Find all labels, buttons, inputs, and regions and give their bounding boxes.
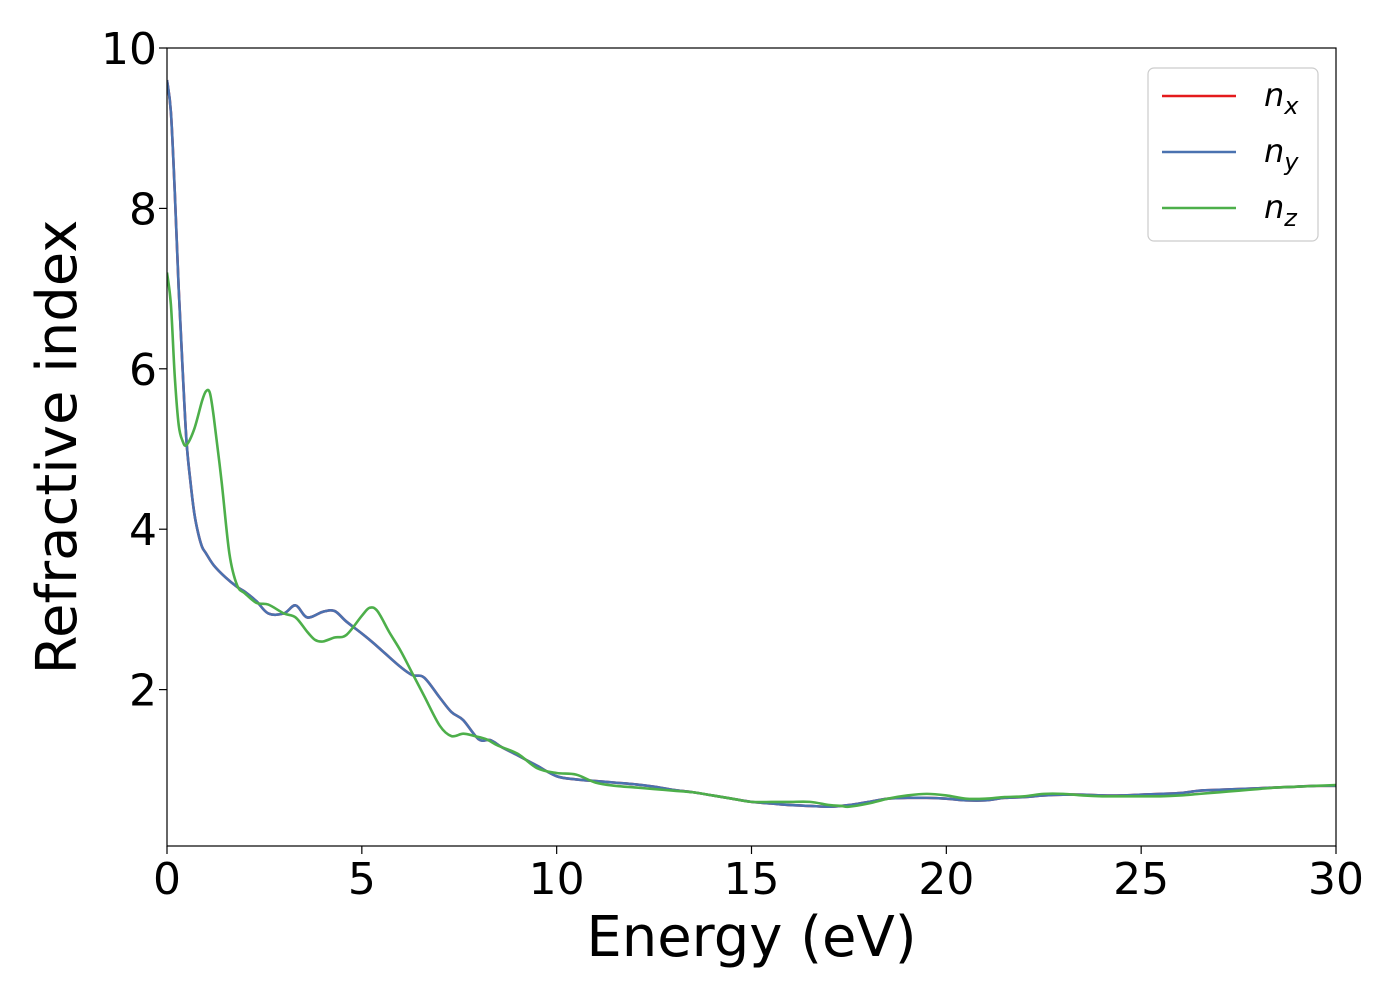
y-axis-label: Refractive index xyxy=(25,220,90,675)
x-tick-label: 30 xyxy=(1308,854,1364,905)
y-tick-label: 6 xyxy=(129,345,157,396)
y-tick-label: 8 xyxy=(129,184,157,235)
x-tick-label: 20 xyxy=(918,854,974,905)
legend: nx ny nz xyxy=(1147,67,1319,242)
y-tick-label: 10 xyxy=(101,24,157,75)
legend-label-x: nx xyxy=(1264,76,1299,120)
legend-frame xyxy=(1147,67,1319,242)
ticks-layer: 0 5 10 15 20 25 30 2 4 6 8 10 xyxy=(101,24,1364,905)
series-line-z xyxy=(167,272,1336,809)
x-tick-label: 5 xyxy=(348,854,376,905)
legend-label-z: nz xyxy=(1264,188,1298,232)
legend-label-y: ny xyxy=(1264,132,1299,176)
x-tick-label: 15 xyxy=(724,854,780,905)
x-tick-label: 25 xyxy=(1113,854,1169,905)
x-tick-label: 0 xyxy=(153,854,181,905)
x-axis-label: Energy (eV) xyxy=(586,905,916,970)
y-tick-label: 4 xyxy=(129,505,157,556)
x-tick-label: 10 xyxy=(529,854,585,905)
y-tick-label: 2 xyxy=(129,666,157,717)
series-layer xyxy=(167,79,1336,809)
